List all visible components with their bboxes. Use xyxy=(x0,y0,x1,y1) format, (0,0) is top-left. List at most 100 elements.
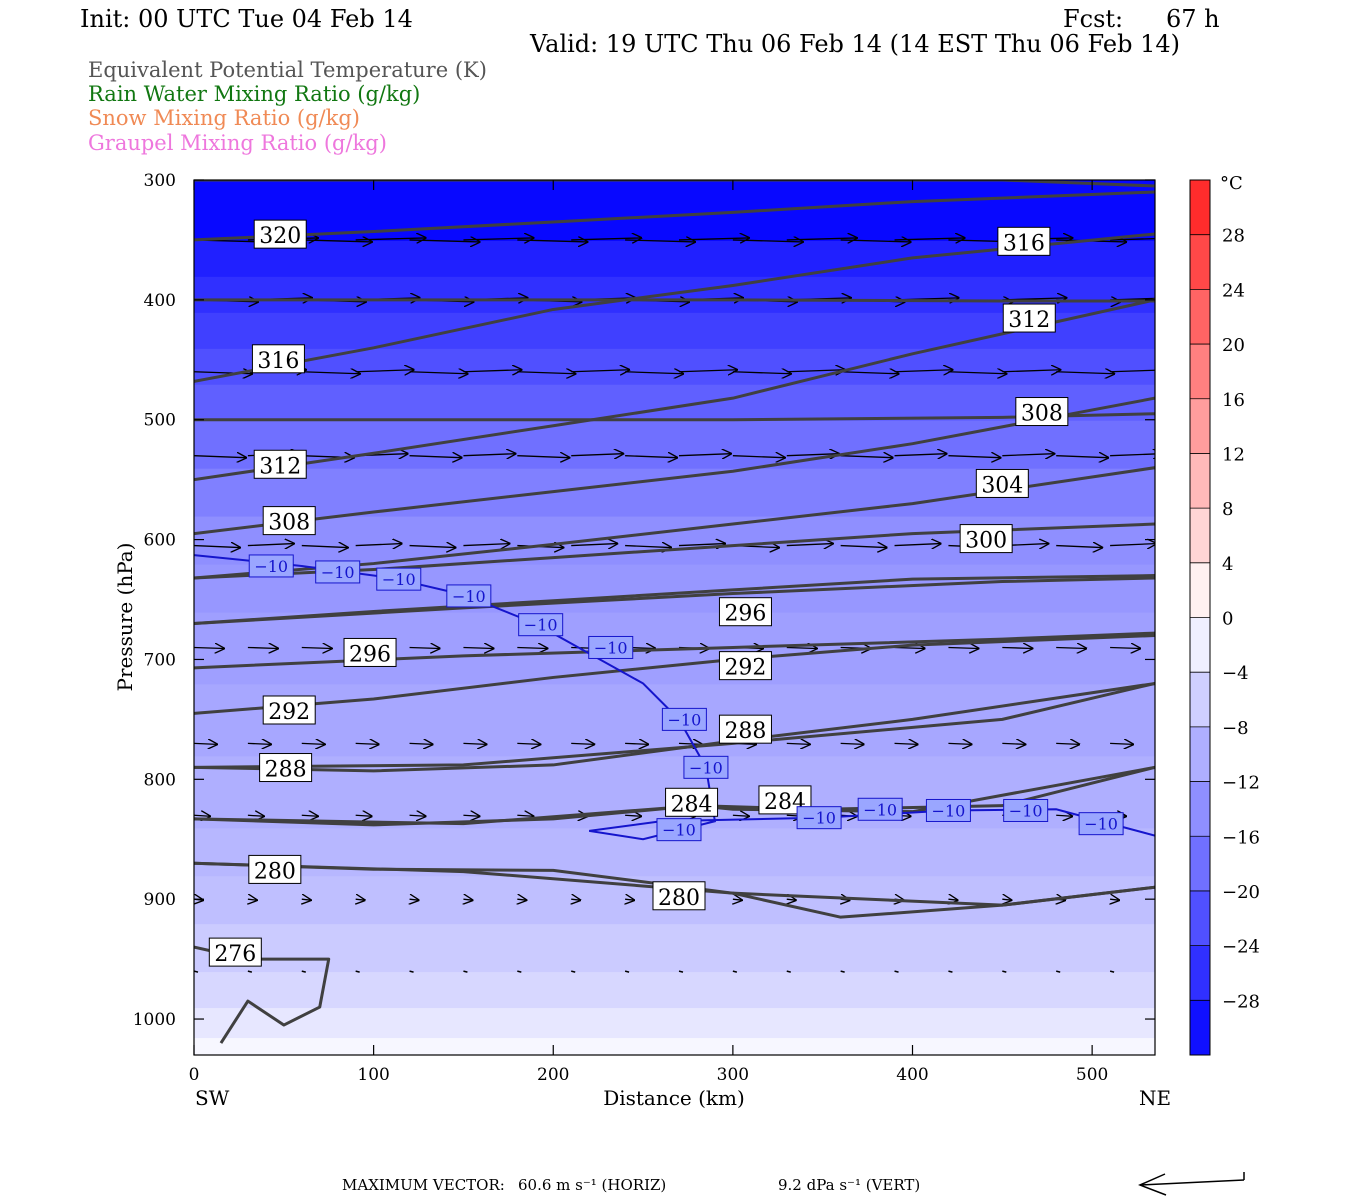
wind-vector xyxy=(786,370,845,372)
wind-vector xyxy=(194,456,246,458)
wind-vector xyxy=(894,454,947,456)
isotherm-label-box xyxy=(1078,812,1124,836)
x-tick-label: 0 xyxy=(189,1065,200,1085)
wind-vector xyxy=(1109,970,1115,973)
colorbar-tick-label: 24 xyxy=(1222,280,1245,301)
colorbar-tick-label: 28 xyxy=(1222,226,1245,247)
isotherm-label: −10 xyxy=(452,587,486,606)
wind-vector xyxy=(463,743,486,744)
valid-time: Valid: 19 UTC Thu 06 Feb 14 (14 EST Thu … xyxy=(530,30,1180,58)
temp-band xyxy=(194,239,1155,277)
isotherm-label-box xyxy=(315,560,361,584)
wind-vector xyxy=(840,970,845,973)
wind-vector xyxy=(301,970,306,973)
wind-vector xyxy=(355,370,414,372)
theta-e-label: 316 xyxy=(257,349,299,374)
theta-e-label: 320 xyxy=(259,224,301,249)
wind-vector xyxy=(733,899,742,900)
wind-vector xyxy=(517,743,540,744)
theta-e-label-box xyxy=(997,226,1051,256)
theta-e-label-box xyxy=(652,881,706,911)
wind-vector xyxy=(894,370,953,372)
isotherm-label-box xyxy=(925,798,971,822)
wind-vector xyxy=(247,544,294,546)
theta-e-label: 296 xyxy=(724,602,766,627)
temp-band xyxy=(194,180,1155,241)
wind-vector xyxy=(732,372,791,374)
wind-vector xyxy=(517,240,587,242)
wind-vector xyxy=(301,815,318,816)
theta-e-label: 280 xyxy=(658,886,700,911)
wind-vector xyxy=(517,372,575,374)
theta-e-label-box xyxy=(262,695,316,725)
y-tick-label: 400 xyxy=(144,291,176,311)
wind-vector xyxy=(840,546,887,548)
x-tick-label: 300 xyxy=(717,1065,749,1085)
wind-vector xyxy=(840,240,911,242)
max-vector-vert: 9.2 dPa s⁻¹ (VERT) xyxy=(778,1176,921,1194)
theta-e-line xyxy=(194,396,1155,536)
y-tick-label: 300 xyxy=(144,171,176,191)
wind-vector xyxy=(678,370,737,372)
wind-vector xyxy=(1002,647,1032,648)
wind-vector xyxy=(625,899,634,900)
wind-vector xyxy=(571,970,576,973)
theta-e-label-box xyxy=(718,651,772,681)
colorbar-unit: °C xyxy=(1220,173,1243,194)
theta-e-label: 280 xyxy=(254,859,296,884)
wind-vector xyxy=(1110,369,1155,373)
wind-vector xyxy=(355,544,402,546)
isotherm-label-box xyxy=(857,797,903,821)
wind-vector xyxy=(1110,899,1119,900)
theta-e-label: 296 xyxy=(349,642,391,667)
temp-band xyxy=(194,971,1155,1009)
theta-e-label: 288 xyxy=(724,719,766,744)
wind-vector xyxy=(410,899,419,900)
theta-e-line xyxy=(194,861,1155,907)
temp-band xyxy=(194,419,1155,469)
theta-e-line xyxy=(194,180,1155,188)
colorbar-swatch xyxy=(1190,508,1210,564)
colorbar-swatch xyxy=(1190,1000,1210,1056)
colorbar-swatch xyxy=(1190,180,1210,236)
wind-vector xyxy=(463,454,515,456)
wind-vector xyxy=(625,815,641,816)
isotherm-label-box xyxy=(376,567,422,591)
wind-vector xyxy=(194,743,217,744)
wind-vector xyxy=(463,238,533,240)
wind-vector xyxy=(409,815,426,816)
wind-vector xyxy=(840,372,899,374)
wind-vector xyxy=(571,544,617,546)
wind-vector xyxy=(463,970,468,973)
wind-vector xyxy=(786,743,810,744)
isotherm-label-box xyxy=(661,707,707,731)
theta-e-label: 300 xyxy=(965,529,1007,554)
temp-band xyxy=(194,383,1155,421)
theta-e-label-box xyxy=(1015,397,1069,427)
wind-vector xyxy=(1110,297,1155,301)
y-tick-label: 600 xyxy=(144,531,176,551)
isotherm-label-box xyxy=(446,584,492,608)
wind-vector xyxy=(355,743,379,744)
theta-e-label-box xyxy=(253,219,307,249)
x-tick-label: 500 xyxy=(1076,1065,1108,1085)
wind-vector xyxy=(1110,647,1140,648)
axes: 300 400 500 600 700 800 900 1000 0 100 200 300 400 50… xyxy=(133,171,1155,1085)
x-tick-label: 200 xyxy=(537,1065,569,1085)
isotherm-label: −10 xyxy=(254,557,288,576)
isotherm-label: −10 xyxy=(1084,815,1118,834)
x-axis-label: Distance (km) xyxy=(603,1086,745,1110)
theta-e-label-box xyxy=(253,449,307,479)
legend-graupel: Graupel Mixing Ratio (g/kg) xyxy=(88,131,387,155)
wind-vector xyxy=(894,647,925,648)
init-time: Init: 00 UTC Tue 04 Feb 14 xyxy=(80,5,413,33)
wind-vector xyxy=(409,546,456,548)
colorbar-tick-label: 8 xyxy=(1222,499,1233,520)
theta-e-label: 288 xyxy=(265,758,307,783)
temp-band xyxy=(194,923,1155,973)
wind-vector xyxy=(786,454,839,456)
isotherm-label-box xyxy=(656,818,702,842)
isotherm-label-box xyxy=(248,554,294,578)
wind-vector xyxy=(1110,237,1155,241)
colorbar-tick-label: −28 xyxy=(1222,991,1260,1012)
